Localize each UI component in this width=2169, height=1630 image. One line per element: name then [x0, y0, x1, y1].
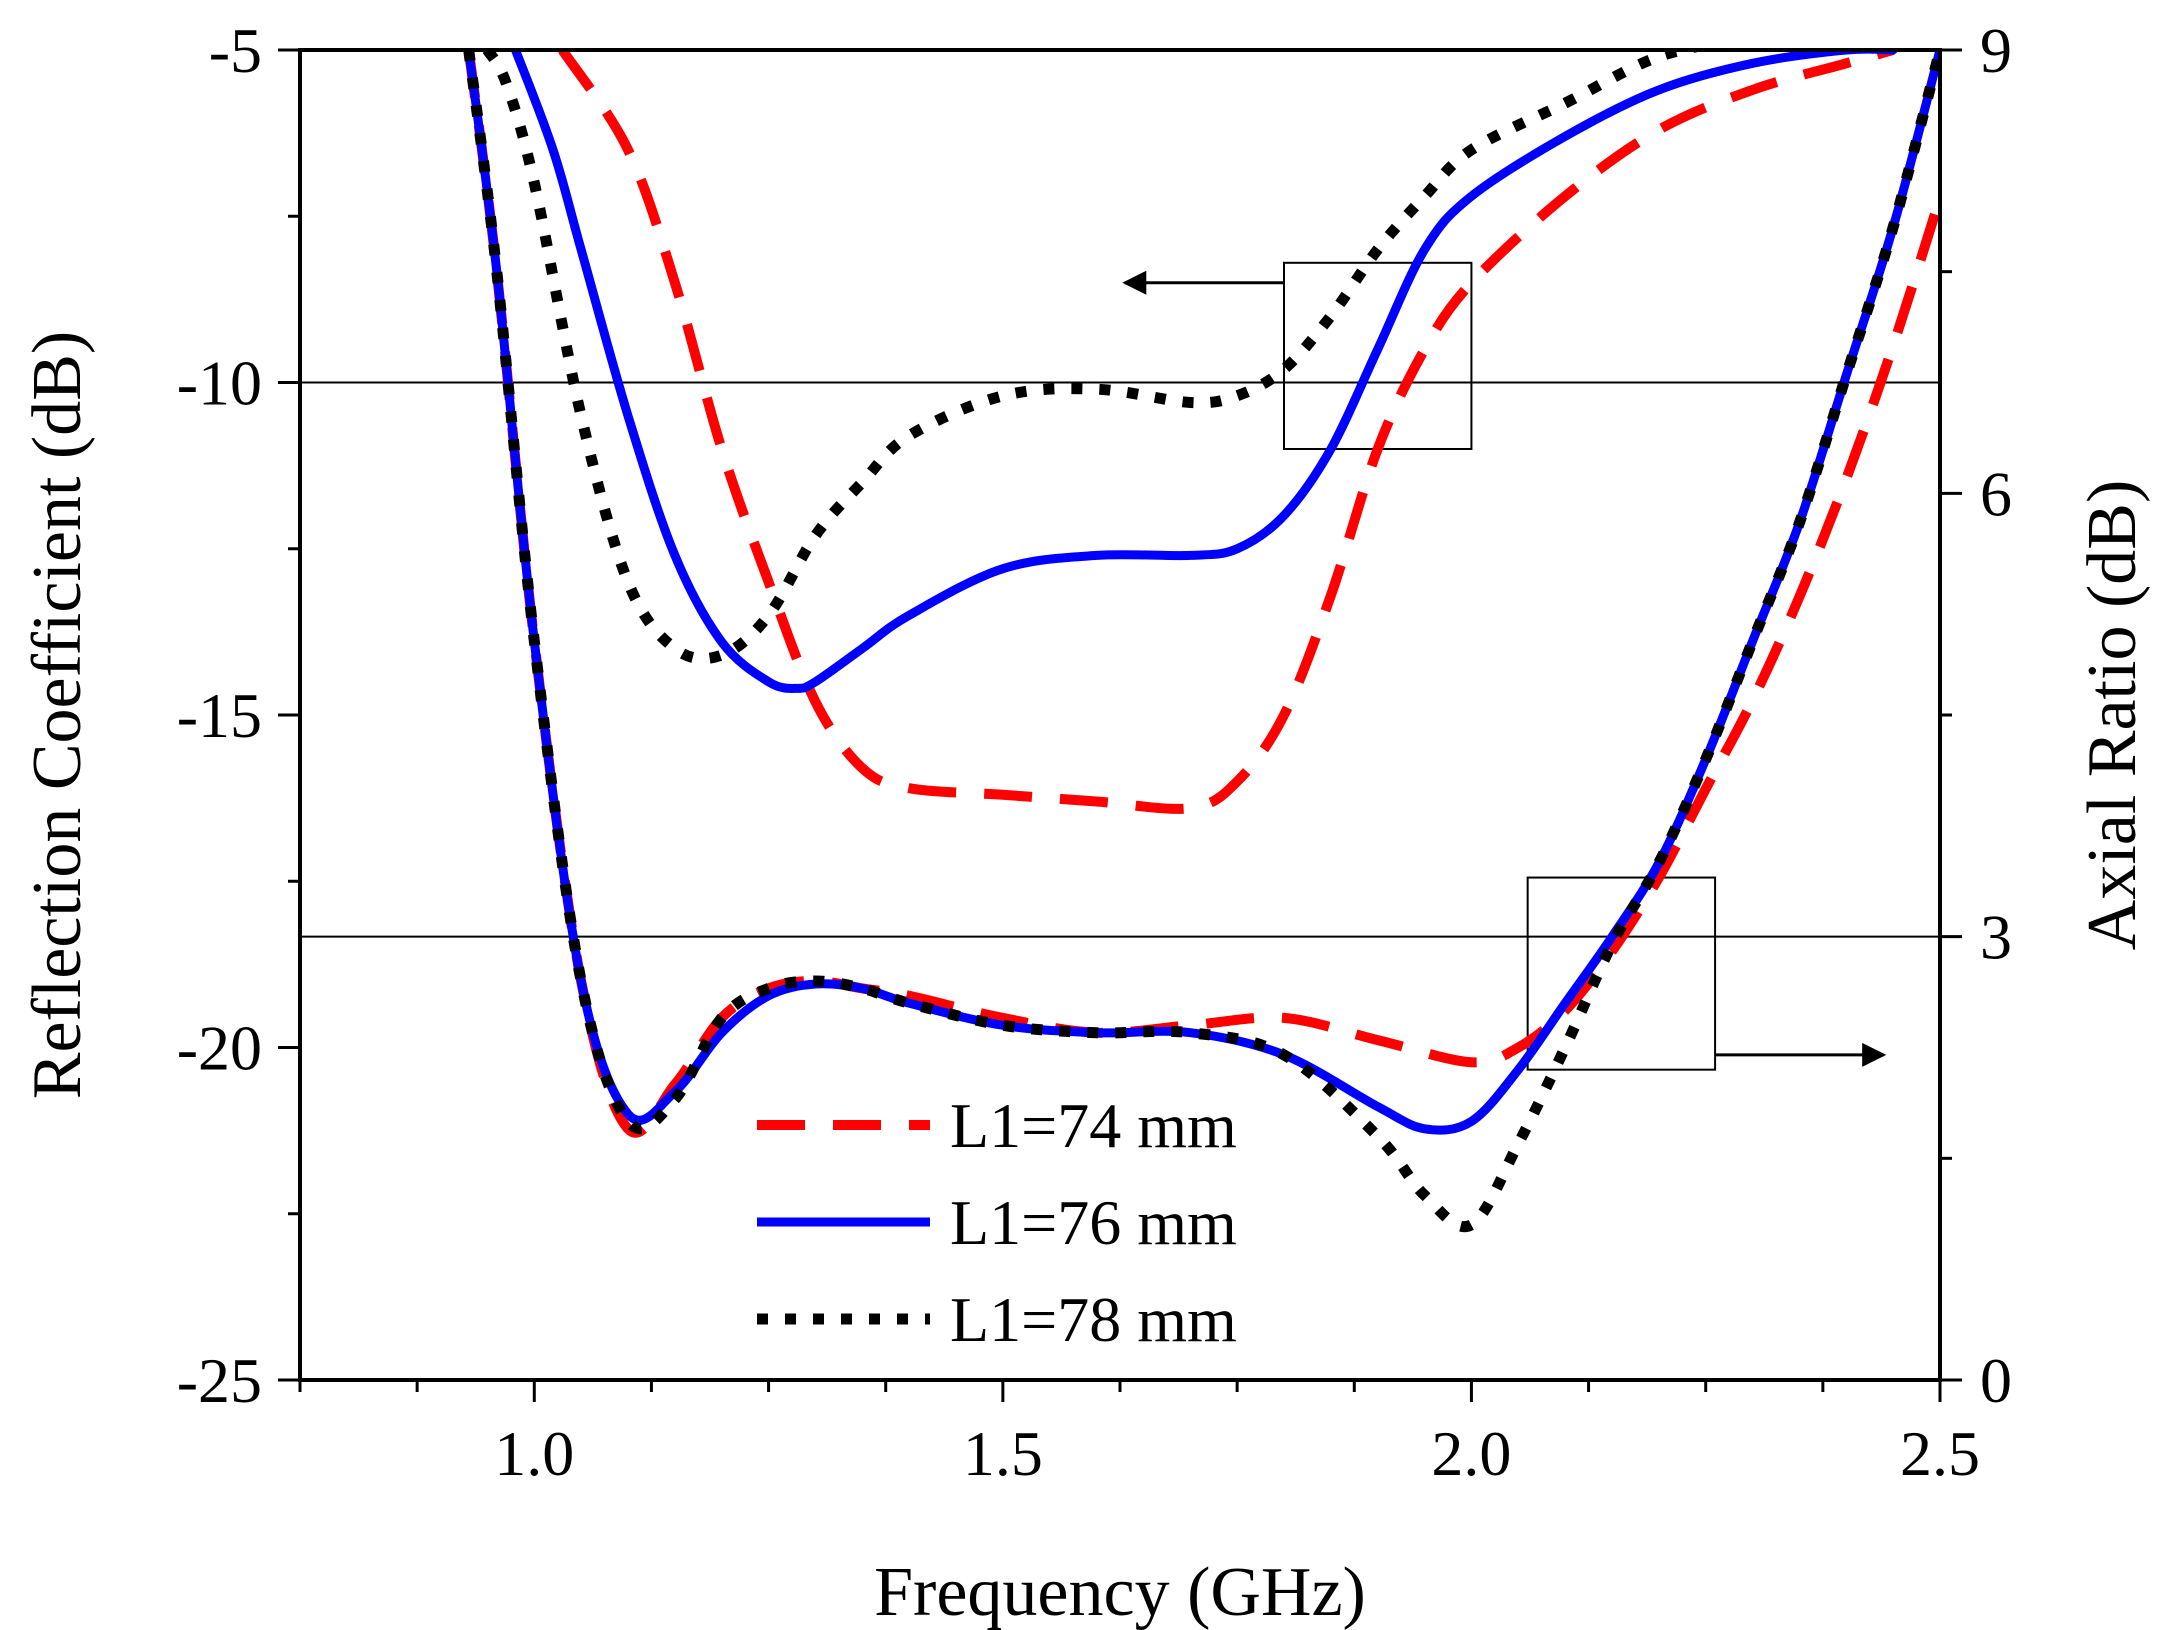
y-left-tick-label: -10: [177, 348, 262, 419]
y-left-tick-label: -5: [209, 15, 262, 86]
series-line-left-l1-74-mm: [558, 50, 1895, 814]
x-tick-label: 2.0: [1431, 1418, 1511, 1489]
y-right-tick-label: 6: [1980, 458, 2012, 529]
y-right-tick-label: 0: [1980, 1345, 2012, 1416]
y-left-axis-title: Reflection Coefficient (dB): [19, 331, 96, 1099]
series-line-left-l1-76-mm: [511, 50, 1898, 693]
legend-label: L1=74 mm: [950, 1090, 1237, 1161]
series-layer: [463, 50, 1940, 1233]
series-line-right-l1-78-mm: [463, 50, 1940, 1233]
x-tick-label: 1.5: [963, 1418, 1043, 1489]
x-tick-label: 1.0: [494, 1418, 574, 1489]
y-right-tick-label: 3: [1980, 902, 2012, 973]
y-left-tick-label: -15: [177, 680, 262, 751]
legend: L1=74 mm L1=76 mm L1=78 mm: [757, 1090, 1237, 1355]
y-right-axis-title: Axial Ratio (dB): [2074, 480, 2151, 950]
y-right-ticks: 9 6 3 0: [1940, 15, 2012, 1416]
y-right-tick-label: 9: [1980, 15, 2012, 86]
reference-lines: [300, 381, 1940, 938]
x-tick-label: 2.5: [1900, 1418, 1980, 1489]
y-left-ticks: -5 -10 -15 -20 -25: [177, 15, 300, 1416]
x-axis-title: Frequency (GHz): [874, 1554, 1366, 1630]
legend-label: L1=76 mm: [950, 1187, 1237, 1258]
legend-label: L1=78 mm: [950, 1284, 1237, 1355]
y-left-tick-label: -25: [177, 1345, 262, 1416]
series-line-left-l1-78-mm: [482, 50, 1709, 665]
annotation-box-right: [1526, 876, 1717, 1071]
x-ticks: 1.0 1.5 2.0 2.5: [298, 1380, 1980, 1489]
y-left-tick-label: -20: [177, 1013, 262, 1084]
